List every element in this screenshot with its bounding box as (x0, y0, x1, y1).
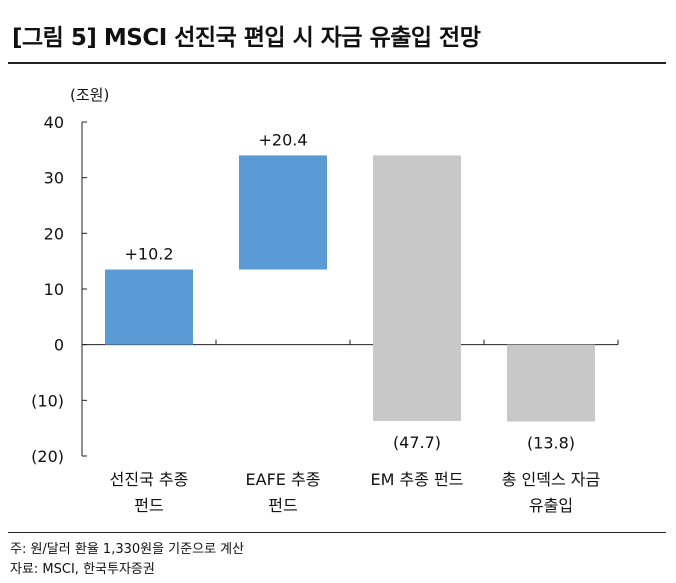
title-divider (8, 62, 666, 64)
y-tick-label: 30 (44, 169, 64, 188)
y-tick-label: (20) (31, 447, 64, 466)
bar-value-label: (47.7) (393, 433, 441, 452)
bar-inflow (105, 269, 193, 345)
bar-value-label: +10.2 (124, 245, 173, 264)
note-source: 자료: MSCI, 한국투자증권 (10, 562, 155, 577)
x-category-label: 펀드 (134, 496, 163, 515)
x-category-label: 유출입 (529, 496, 573, 515)
bar-outflow (507, 344, 595, 422)
y-tick-label: 20 (44, 224, 64, 243)
bar-outflow (373, 155, 461, 421)
y-tick-label: 10 (44, 280, 64, 299)
x-category-label: 총 인덱스 자금 (502, 470, 601, 489)
bar-value-label: (13.8) (527, 433, 575, 452)
x-category-label: 선진국 추종 (110, 470, 189, 489)
y-tick-label: 0 (54, 336, 64, 355)
bar-value-label: +20.4 (258, 130, 307, 149)
chart-title: [그림 5] MSCI 선진국 편입 시 자금 유출입 전망 (12, 25, 481, 51)
x-category-label: EAFE 추종 (246, 470, 321, 489)
x-category-label: 펀드 (268, 496, 297, 515)
unit-label: (조원) (70, 86, 109, 104)
y-tick-label: (10) (31, 391, 64, 410)
x-category-label: EM 추종 펀드 (371, 470, 464, 489)
y-tick-label: 40 (44, 113, 64, 132)
bar-inflow (239, 155, 327, 270)
note-exchange-rate: 주: 원/달러 환율 1,330원을 기준으로 계산 (10, 542, 245, 557)
footer-divider (8, 532, 666, 533)
